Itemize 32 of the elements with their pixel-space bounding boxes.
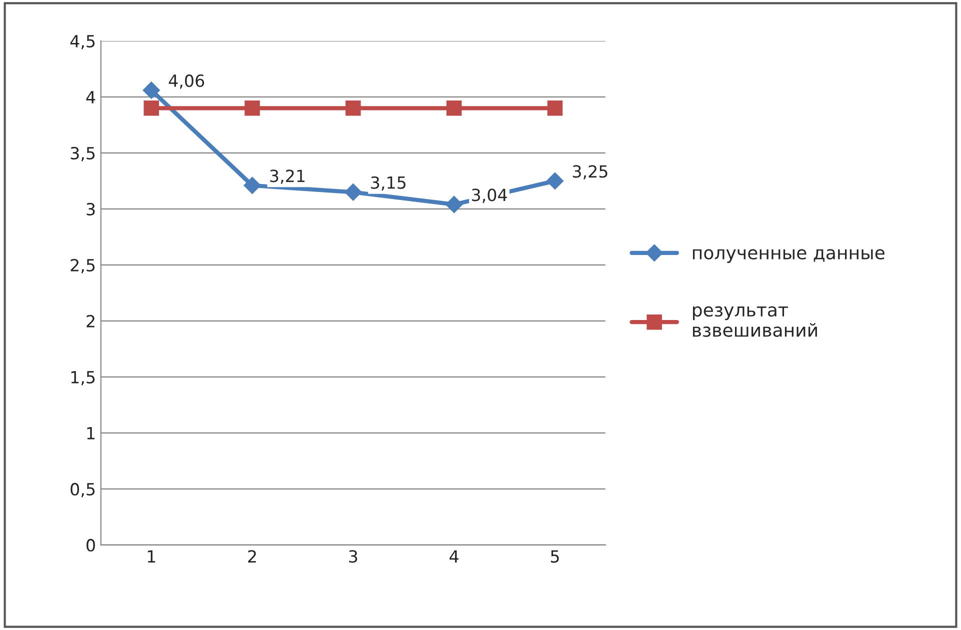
y-tick-label: 1	[87, 427, 95, 440]
data-label: 4,06	[168, 74, 204, 89]
point	[446, 196, 463, 214]
x-tick-label: 4	[450, 550, 458, 562]
data-label: 3,04	[472, 188, 507, 203]
point	[346, 100, 361, 116]
point	[144, 100, 159, 116]
point	[546, 172, 564, 190]
point	[244, 176, 261, 194]
point	[142, 82, 160, 99]
y-tick-label: 4	[86, 91, 96, 104]
y-tick-label: 3,5	[70, 146, 95, 162]
legend-label: результат взвешиваний	[692, 306, 817, 337]
data-label: 3,15	[371, 176, 406, 191]
point	[344, 184, 362, 201]
y-tick-label: 4,5	[70, 35, 95, 50]
point	[244, 100, 260, 116]
x-tick-label: 3	[349, 550, 358, 563]
point	[547, 100, 563, 116]
data-label: 3,21	[270, 170, 304, 184]
y-tick-label: 0,5	[70, 482, 95, 498]
point	[446, 100, 462, 116]
y-tick-label: 2	[86, 314, 94, 328]
y-tick-label: 0	[86, 538, 95, 552]
y-tick-label: 1,5	[71, 371, 95, 386]
data-label: 3,25	[572, 165, 608, 180]
x-tick-label: 5	[550, 550, 559, 563]
x-tick-label: 1	[148, 550, 156, 562]
y-tick-label: 3	[86, 202, 95, 216]
x-tick-label: 2	[248, 550, 256, 562]
legend-label: полученные данные	[692, 249, 884, 263]
y-tick-label: 2,5	[70, 258, 95, 274]
